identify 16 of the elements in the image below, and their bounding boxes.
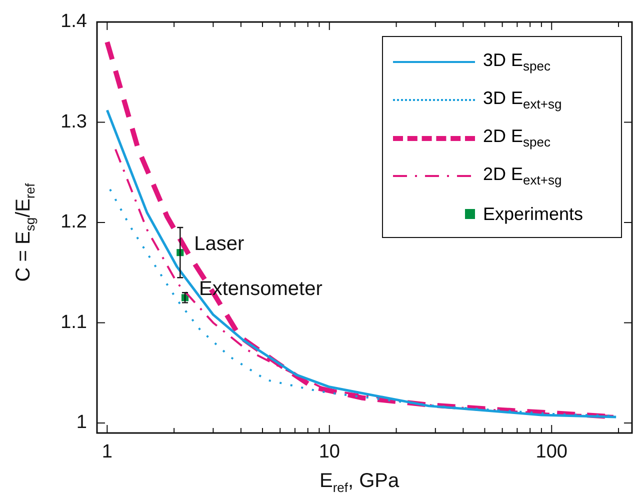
legend-label: 2D E$_{ext+sg}$ [483, 164, 562, 188]
legend-label: 3D E$_{spec}$ [483, 50, 550, 74]
legend-label: 2D E$_{spec}$ [483, 126, 550, 150]
y-tick-label: 1.3 [60, 111, 87, 132]
annotation: Laser [194, 233, 245, 256]
y-tick-label: 1.1 [60, 312, 87, 333]
y-tick-label: 1.2 [60, 212, 87, 233]
legend-label: 3D E$_{ext+sg}$ [483, 88, 562, 112]
x-tick-label: 10 [318, 442, 340, 463]
x-tick-label: 1 [102, 442, 112, 463]
y-tick-label: 1 [76, 412, 87, 434]
x-axis-title: E$_{ref}$, GPa [320, 470, 400, 495]
legend-label: Experiments [483, 204, 584, 224]
y-tick-label: 1.4 [60, 11, 88, 32]
x-tick-label: 100 [536, 442, 568, 463]
annotation: Extensometer [199, 278, 323, 300]
